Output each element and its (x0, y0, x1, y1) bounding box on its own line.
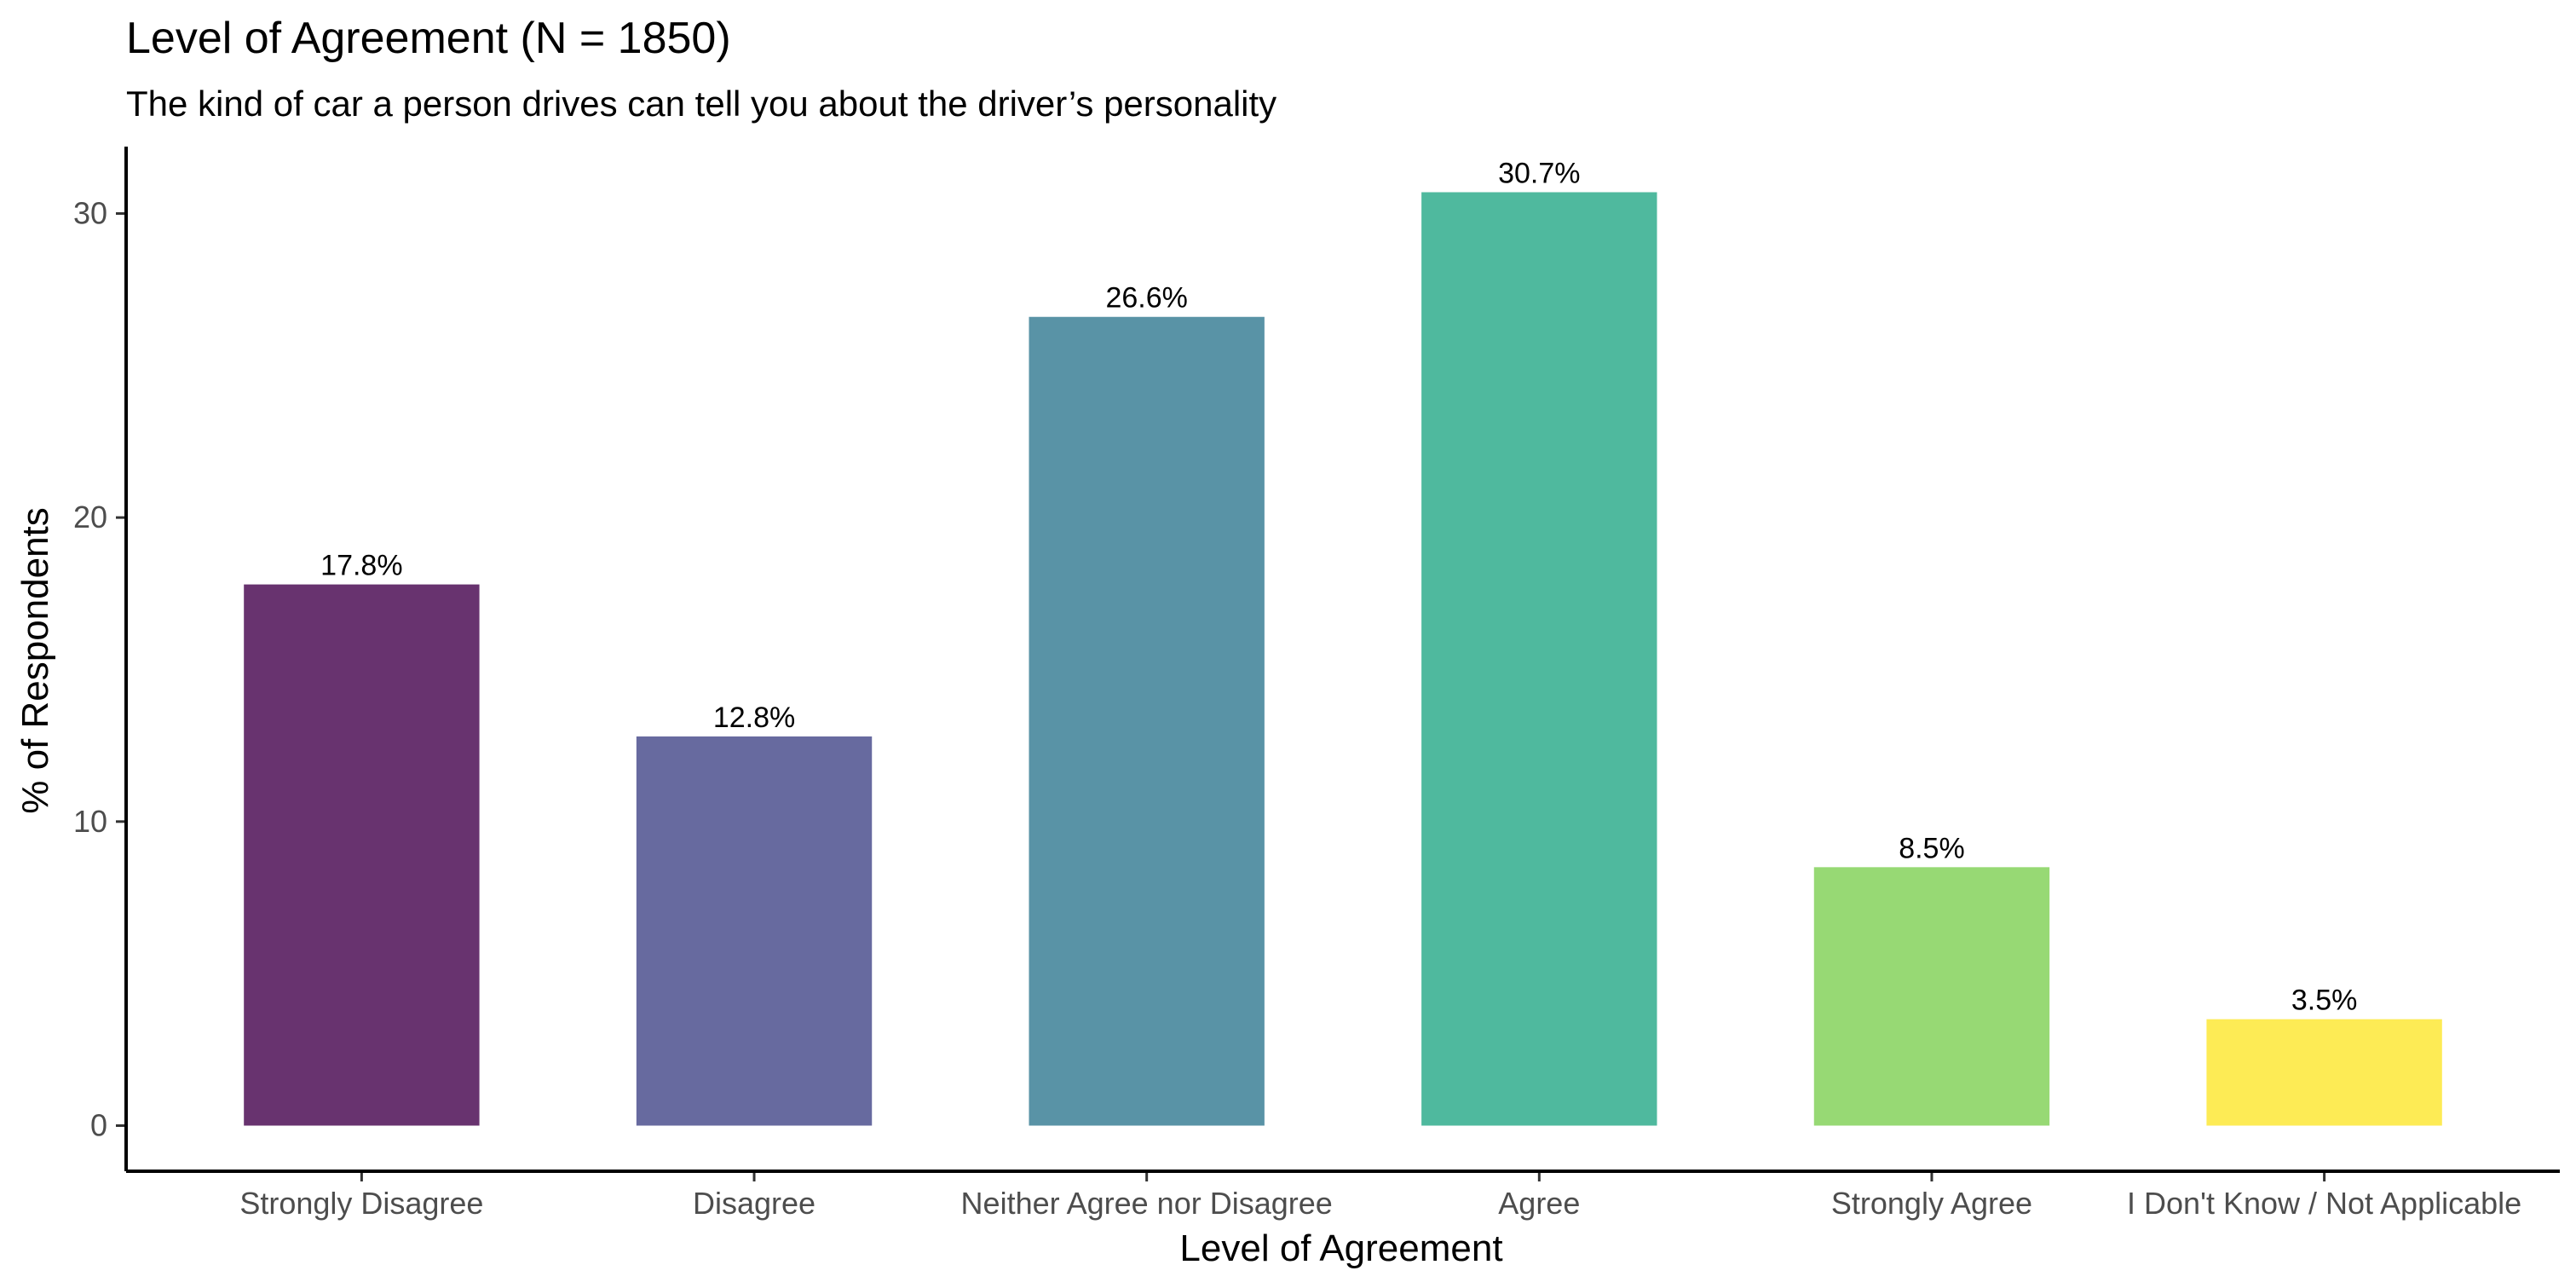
bar-1 (244, 584, 480, 1126)
x-axis-title: Level of Agreement (1179, 1227, 1502, 1269)
x-tick-label-6: I Don't Know / Not Applicable (2127, 1186, 2521, 1221)
data-label-2: 12.8% (713, 702, 795, 734)
x-tick-label-3: Neither Agree nor Disagree (961, 1186, 1333, 1221)
data-label-3: 26.6% (1105, 282, 1187, 315)
data-label-5: 8.5% (1899, 832, 1965, 864)
y-tick-label-4: 30 (73, 195, 107, 230)
x-tick-label-4: Agree (1498, 1186, 1580, 1221)
data-labels-group: 17.8% 12.8% 26.6% 30.7% 8.5% 3.5% (320, 158, 2357, 1017)
data-label-1: 17.8% (320, 550, 402, 582)
x-tick-label-2: Disagree (693, 1186, 815, 1221)
bar-2 (636, 736, 873, 1126)
y-axis-title: % of Respondents (14, 507, 56, 814)
x-axis-ticks: Strongly Disagree Disagree Neither Agree n… (239, 1171, 2521, 1221)
y-tick-label-3: 20 (73, 500, 107, 534)
chart-subtitle: The kind of car a person drives can tell… (126, 84, 1276, 124)
data-label-4: 30.7% (1498, 158, 1580, 190)
y-tick-label-2: 10 (73, 804, 107, 839)
y-axis-ticks: 0 10 20 30 (73, 195, 126, 1142)
bars-group (244, 192, 2442, 1126)
bar-5 (1813, 867, 2050, 1126)
bar-6 (2206, 1019, 2442, 1126)
bar-4 (1421, 192, 1657, 1126)
chart-title: Level of Agreement (N = 1850) (126, 14, 731, 63)
x-tick-label-1: Strongly Disagree (239, 1186, 483, 1221)
data-label-6: 3.5% (2291, 985, 2358, 1017)
bar-3 (1029, 316, 1265, 1126)
y-tick-label-1: 0 (90, 1107, 107, 1142)
x-tick-label-5: Strongly Agree (1831, 1186, 2032, 1221)
